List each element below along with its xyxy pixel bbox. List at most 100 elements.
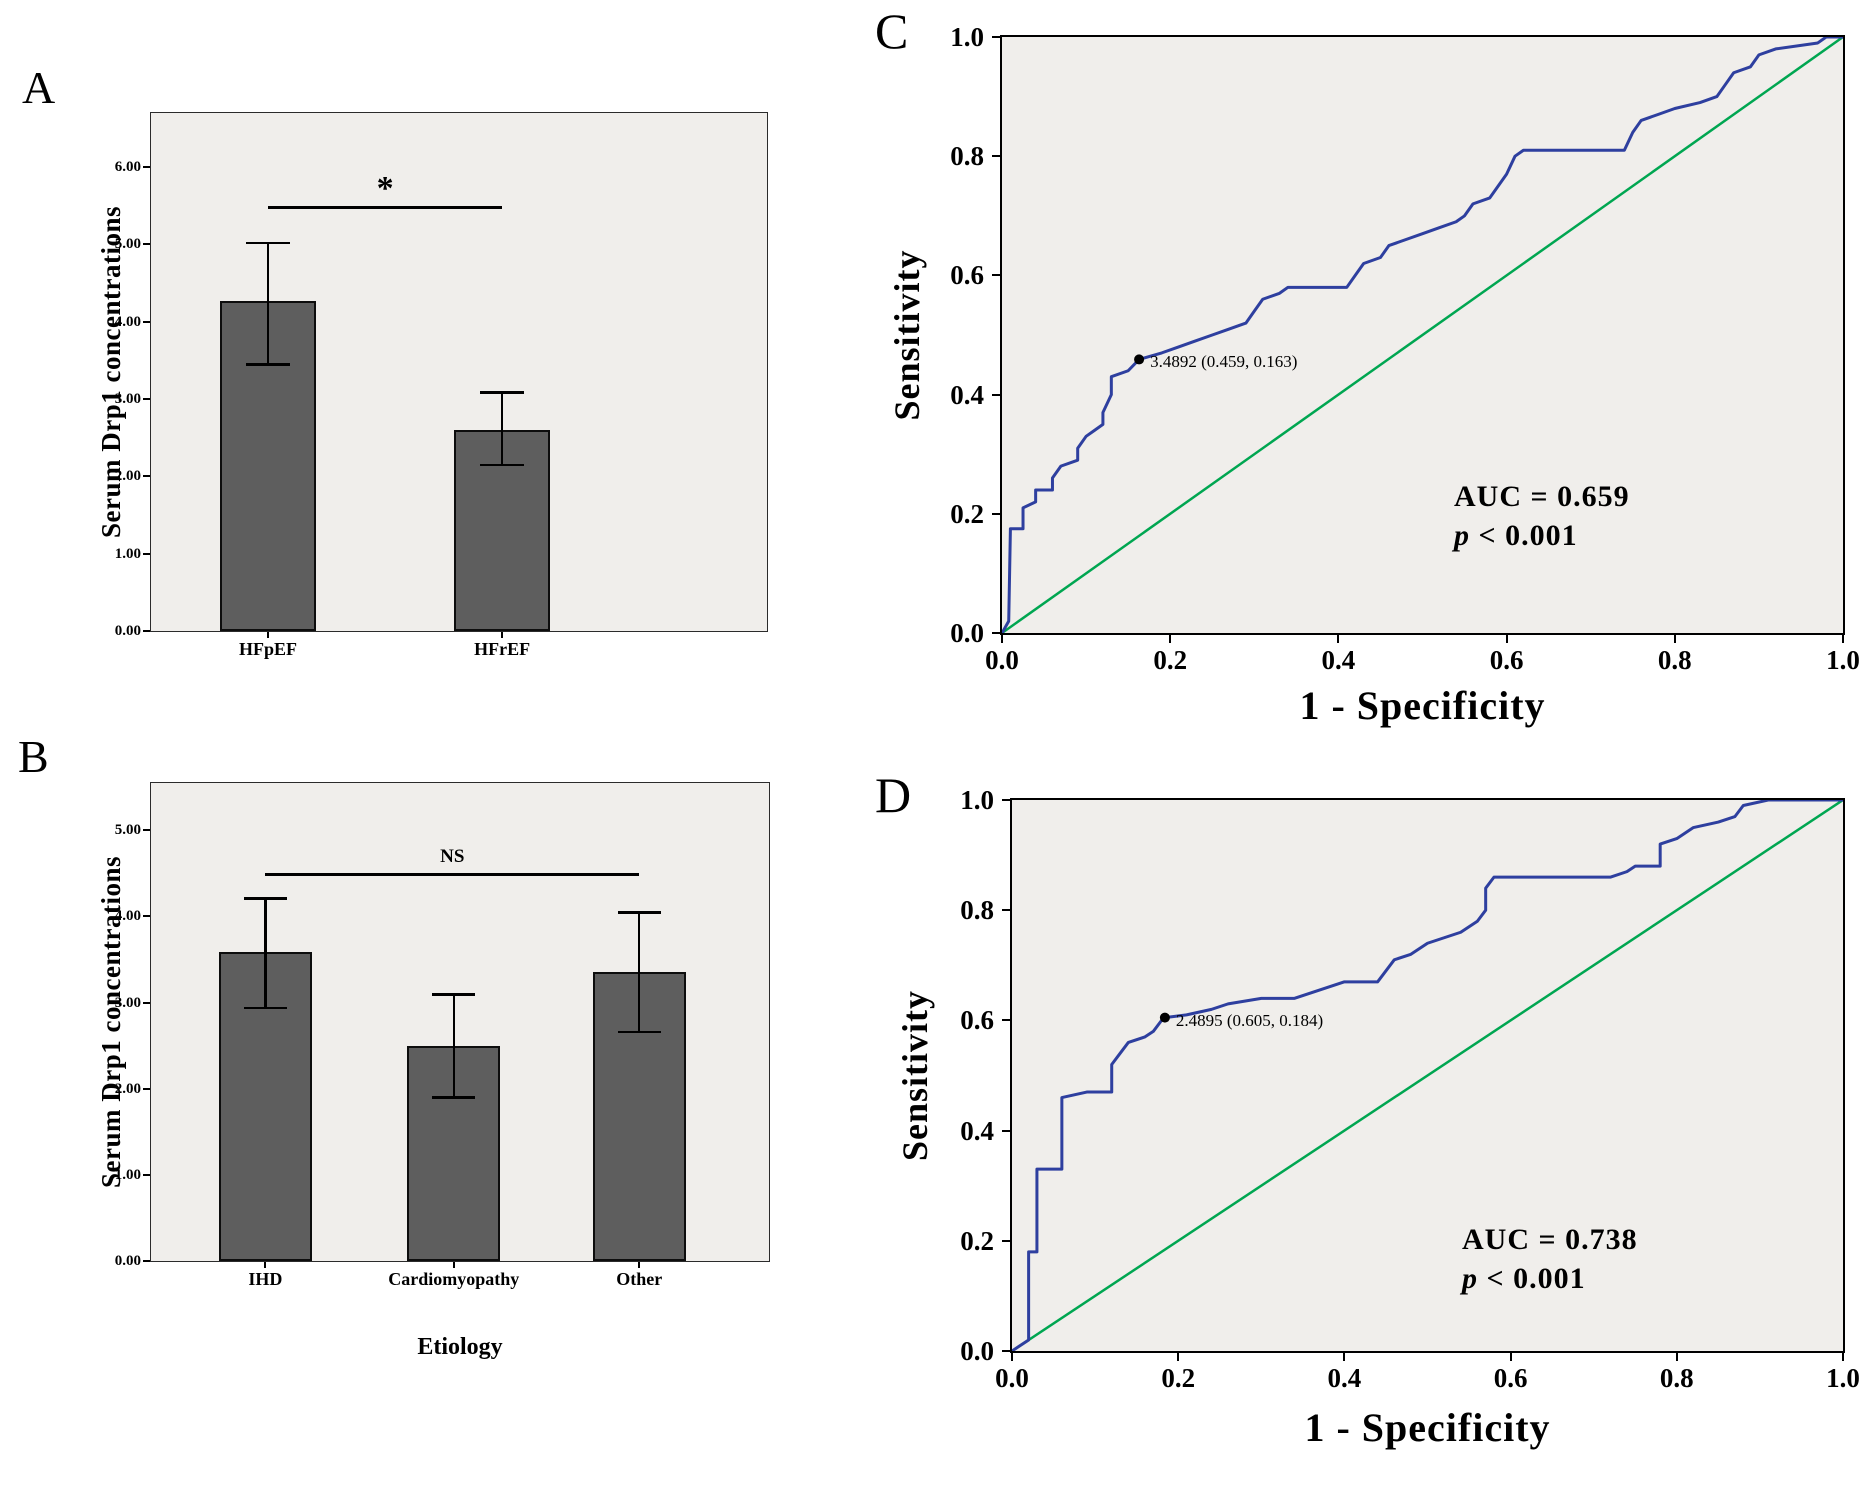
panel-label-B: B: [18, 731, 49, 782]
y-tick-label: 3.00: [114, 391, 141, 408]
y-tick-mark: [143, 398, 150, 401]
x-tick-mark: [638, 1262, 641, 1268]
y-tick-label: 0.00: [114, 623, 141, 639]
x-tick-label: Cardiomyopathy: [388, 1269, 520, 1289]
panel-label-C: C: [875, 3, 909, 59]
error-bar-line: [452, 994, 456, 1098]
panel-C: C Sensitivity AUC = 0.659 p < 0.001 3.48…: [828, 0, 1866, 748]
error-bar-cap-bottom: [246, 363, 291, 366]
cutoff-label: 2.4895 (0.605, 0.184): [1175, 1010, 1324, 1030]
x-tick-label: Other: [616, 1269, 663, 1289]
panel-B: B Serum Drp1 concentrations 0.00 1.00 2.00…: [0, 726, 812, 1446]
auc-annotation-C: AUC = 0.659 p < 0.001: [1454, 477, 1630, 555]
y-tick-label: 0.6: [960, 1005, 994, 1036]
p-value-C: p < 0.001: [1454, 519, 1578, 552]
y-tick-label: 1.00: [114, 545, 141, 562]
y-tick-mark: [1002, 909, 1011, 912]
y-tick-label: 3.00: [114, 994, 141, 1011]
plot-area-B: 0.00 1.00 2.00 3.00 4.00 5.00 IHD Cardiomyopath…: [115, 782, 770, 1289]
y-tick-mark: [992, 512, 1001, 515]
y-tick-mark: [992, 155, 1001, 158]
y-tick-mark: [143, 829, 150, 832]
cutoff-point: [1159, 1012, 1170, 1023]
error-bar-cap-bottom: [617, 1030, 661, 1034]
x-tick-label: 0.8: [1657, 645, 1692, 675]
x-tick-mark: [1011, 1353, 1013, 1361]
y-tick-label: 2.00: [114, 1080, 141, 1097]
y-tick-label: 1.00: [114, 1166, 141, 1183]
cutoff-label: 3.4892 (0.459, 0.163): [1150, 352, 1298, 372]
roc-curve: [1012, 800, 1843, 1351]
cutoff-point: [1134, 354, 1145, 365]
x-tick-mark: [452, 1262, 455, 1268]
error-bar-cap-top: [480, 391, 525, 394]
reference-diagonal-line: [1002, 37, 1843, 633]
roc-plot-svg: [1012, 800, 1843, 1351]
x-tick-label: 0.2: [1153, 645, 1188, 675]
error-bar-line: [500, 392, 504, 465]
y-tick-label: 0.8: [950, 141, 984, 172]
y-tick-label: 0.00: [114, 1253, 141, 1269]
x-tick-label: 0.4: [1327, 1363, 1362, 1393]
x-tick-label: 0.2: [1161, 1363, 1196, 1393]
panel-D: D Sensitivity AUC = 0.738 p < 0.001 2.48…: [828, 756, 1866, 1488]
significance-label: NS: [440, 846, 465, 868]
y-tick-mark: [1002, 1239, 1011, 1242]
error-bar-cap-bottom: [243, 1006, 287, 1010]
roc-curve: [1002, 37, 1843, 633]
x-tick-mark: [264, 1262, 267, 1268]
x-tick-mark: [1842, 1353, 1844, 1361]
x-tick-mark: [1673, 635, 1676, 643]
x-tick-label: 0.4: [1321, 645, 1356, 675]
y-tick-label: 0.0: [950, 618, 984, 648]
y-tick-mark: [143, 1173, 150, 1176]
x-tick-label: 0.8: [1659, 1363, 1694, 1393]
y-tick-mark: [1002, 1129, 1011, 1132]
x-axis-label-D: 1 - Specificity: [1304, 1405, 1551, 1450]
x-tick-mark: [1675, 1353, 1678, 1361]
x-tick-mark: [1169, 635, 1172, 643]
error-bar-line: [637, 912, 641, 1032]
y-tick-mark: [143, 1260, 150, 1262]
error-bar-cap-top: [617, 911, 661, 914]
y-axis-label-C: Sensitivity: [887, 249, 927, 421]
y-tick-label: 5.00: [114, 822, 141, 839]
y-tick-mark: [143, 243, 150, 246]
x-tick-mark: [1842, 635, 1844, 643]
panel-label-A: A: [22, 62, 56, 113]
x-tick-label: HFrEF: [474, 639, 531, 659]
auc-value-D: AUC = 0.738: [1462, 1223, 1638, 1256]
y-tick-mark: [143, 320, 150, 323]
y-tick-mark: [992, 632, 1001, 634]
error-bar-line: [266, 242, 270, 365]
error-bar-cap-bottom: [432, 1096, 476, 1099]
y-tick-mark: [1002, 1019, 1011, 1022]
error-bar-cap-top: [243, 897, 287, 900]
panel-A: A Serum Drp1 concentrations 0.00 1.00 2.00…: [0, 55, 812, 715]
y-tick-label: 0.4: [950, 379, 984, 410]
x-tick-mark: [1343, 1353, 1346, 1361]
y-tick-mark: [992, 393, 1001, 396]
x-tick-mark: [1337, 635, 1340, 643]
y-axis-label-D: Sensitivity: [895, 990, 935, 1162]
y-tick-label: 0.8: [960, 895, 994, 926]
y-tick-mark: [143, 1087, 150, 1090]
auc-annotation-D: AUC = 0.738 p < 0.001: [1462, 1220, 1638, 1298]
x-tick-label: 0.6: [1489, 645, 1524, 675]
y-tick-label: 4.00: [114, 313, 141, 330]
panel-label-D: D: [875, 767, 912, 823]
y-tick-mark: [143, 915, 150, 918]
x-tick-mark: [1001, 635, 1003, 643]
roc-plot-svg: [1002, 37, 1843, 633]
y-tick-mark: [1002, 799, 1011, 801]
x-tick-label: 0.0: [985, 645, 1019, 675]
y-tick-mark: [143, 166, 150, 169]
x-tick-label: IHD: [248, 1269, 283, 1289]
x-tick-mark: [1509, 1353, 1512, 1361]
y-tick-label: 0.4: [960, 1115, 994, 1146]
y-tick-label: 2.00: [114, 468, 141, 485]
y-tick-mark: [143, 552, 150, 555]
x-tick-label: 1.0: [1826, 645, 1860, 675]
x-tick-mark: [1505, 635, 1508, 643]
